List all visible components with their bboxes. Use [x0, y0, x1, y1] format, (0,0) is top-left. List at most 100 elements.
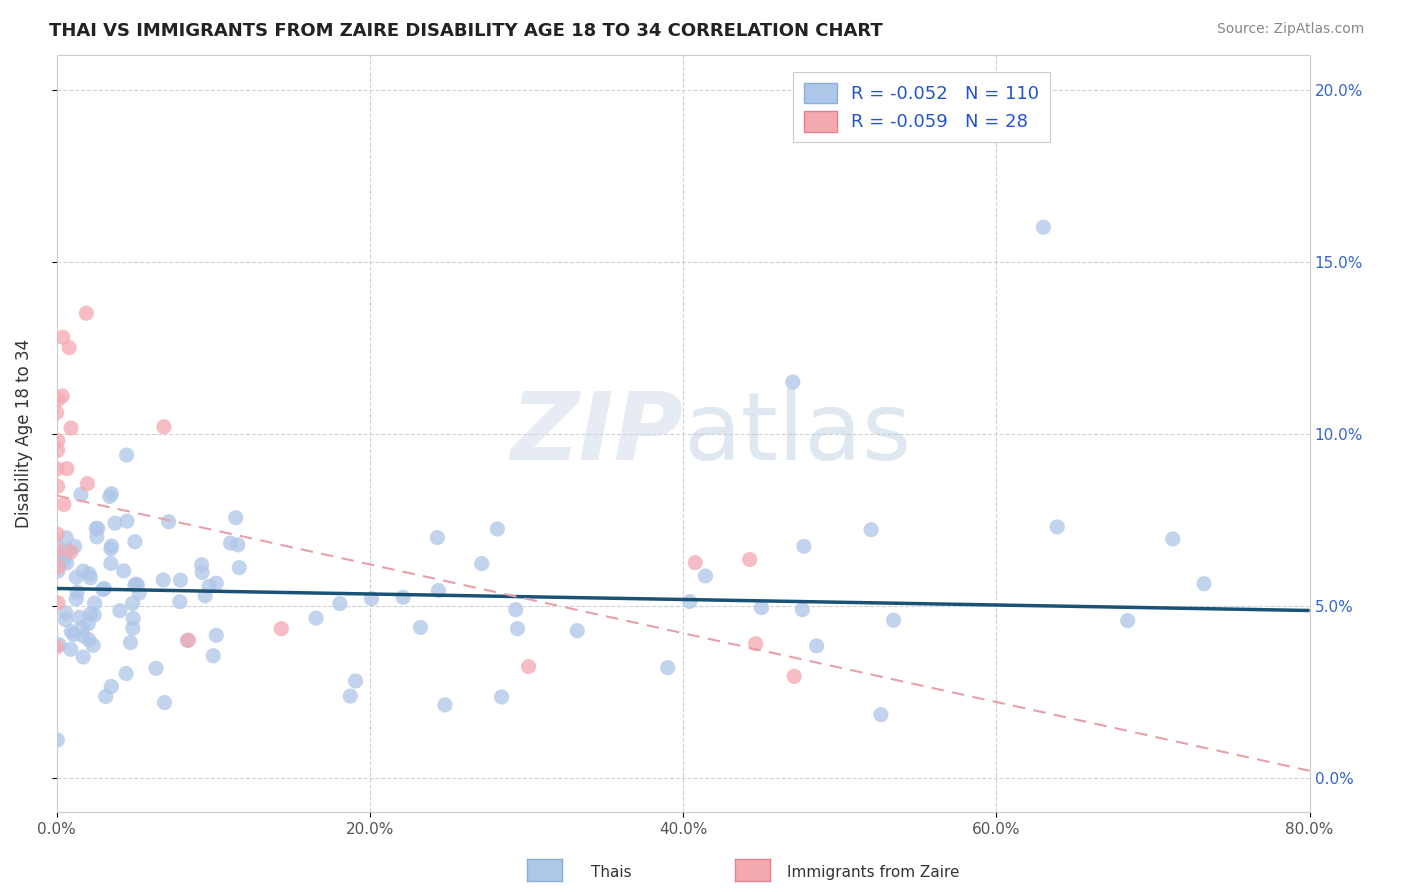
Point — [329, 597, 352, 611]
Point — [228, 560, 250, 574]
Point — [219, 536, 242, 550]
Point — [782, 375, 804, 389]
Point — [55, 606, 77, 620]
Point — [84, 522, 107, 536]
Point — [46, 462, 69, 476]
Point — [52, 553, 75, 567]
Point — [506, 622, 529, 636]
Text: ZIP: ZIP — [510, 388, 683, 480]
Point — [100, 541, 122, 556]
Point — [46, 550, 69, 565]
Point — [86, 521, 108, 535]
Point — [59, 545, 82, 559]
Point — [70, 487, 93, 501]
Point — [86, 530, 108, 544]
Point — [190, 558, 212, 572]
Point — [153, 696, 176, 710]
Point — [46, 560, 69, 574]
Point — [46, 434, 69, 448]
Point — [65, 591, 87, 606]
Point — [426, 531, 449, 545]
Point — [108, 604, 131, 618]
Point — [169, 573, 191, 587]
Point — [115, 514, 138, 528]
Point — [93, 582, 115, 596]
Point — [883, 613, 905, 627]
Text: Thais: Thais — [591, 865, 631, 880]
Point — [77, 566, 100, 581]
Point — [683, 556, 706, 570]
Point — [46, 733, 69, 747]
Point — [55, 531, 77, 545]
Point — [806, 639, 828, 653]
Point — [58, 341, 80, 355]
Point — [59, 642, 82, 657]
Point — [91, 582, 114, 597]
Point — [72, 629, 94, 643]
Point — [65, 570, 87, 584]
Point — [100, 539, 122, 553]
Point — [72, 650, 94, 665]
Point — [52, 497, 75, 511]
Point — [55, 612, 77, 626]
Point — [1046, 520, 1069, 534]
Point — [433, 698, 456, 712]
Point — [392, 591, 415, 605]
Point — [205, 628, 228, 642]
Point — [145, 661, 167, 675]
Point — [51, 389, 73, 403]
Point — [1161, 532, 1184, 546]
Point — [46, 543, 69, 558]
Y-axis label: Disability Age 18 to 34: Disability Age 18 to 34 — [15, 339, 32, 528]
Point — [870, 707, 893, 722]
Point — [46, 596, 69, 610]
Point — [46, 479, 69, 493]
Point — [79, 571, 101, 585]
Point — [100, 680, 122, 694]
Point — [517, 659, 540, 673]
Point — [125, 577, 148, 591]
Point — [124, 534, 146, 549]
Point — [860, 523, 883, 537]
Point — [128, 586, 150, 600]
Point — [75, 306, 97, 320]
Point — [56, 461, 79, 475]
Point — [66, 585, 89, 599]
Point — [202, 648, 225, 663]
Point — [45, 406, 67, 420]
Point — [679, 594, 702, 608]
Point — [344, 673, 367, 688]
Point — [793, 539, 815, 553]
Point — [783, 669, 806, 683]
Point — [48, 638, 70, 652]
Point — [46, 443, 69, 458]
Point — [657, 660, 679, 674]
Point — [127, 578, 149, 592]
Point — [60, 421, 83, 435]
Point — [486, 522, 509, 536]
Point — [115, 666, 138, 681]
Point — [100, 486, 122, 500]
Point — [198, 579, 221, 593]
Point — [83, 596, 105, 610]
Point — [339, 689, 361, 703]
Point — [471, 557, 494, 571]
Point — [169, 595, 191, 609]
Point — [62, 627, 84, 641]
Point — [55, 556, 77, 570]
Point — [176, 633, 198, 648]
Point — [98, 490, 121, 504]
Text: Source: ZipAtlas.com: Source: ZipAtlas.com — [1216, 22, 1364, 37]
Point — [226, 538, 249, 552]
Point — [56, 543, 79, 558]
Point — [77, 616, 100, 631]
Point — [744, 637, 766, 651]
Point — [46, 564, 69, 578]
Point — [94, 690, 117, 704]
Point — [77, 632, 100, 647]
Point — [695, 569, 717, 583]
Point — [72, 564, 94, 578]
Point — [270, 622, 292, 636]
Point — [1192, 576, 1215, 591]
Point — [82, 638, 104, 652]
